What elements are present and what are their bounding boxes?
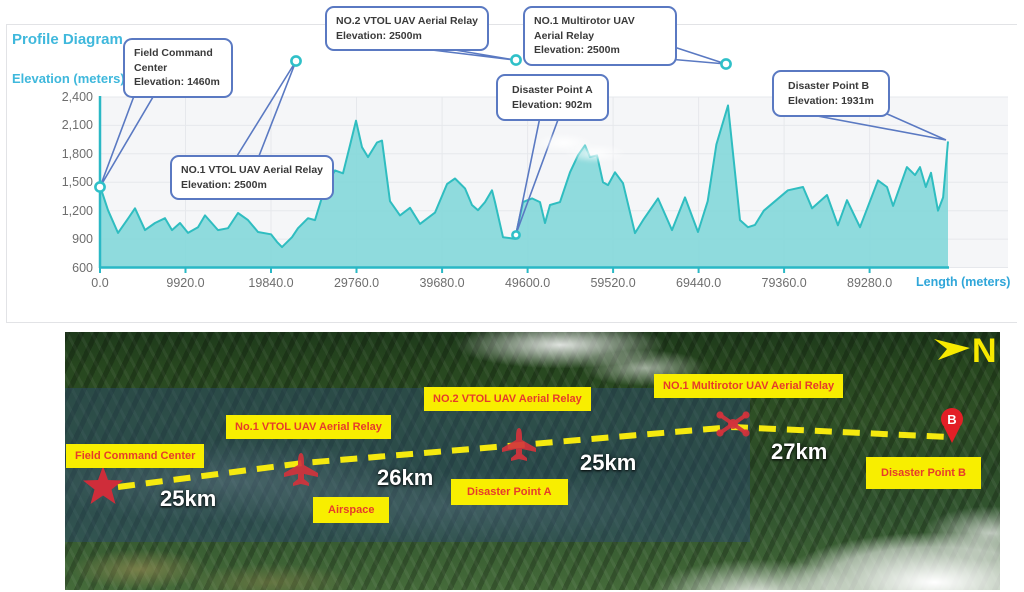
callout-field-command: Field Command Center Elevation: 1460m bbox=[123, 38, 233, 99]
callout-elevation: Elevation: 2500m bbox=[181, 178, 267, 191]
y-tick-label: 2,100 bbox=[61, 118, 93, 133]
callout-elevation: Elevation: 2500m bbox=[534, 44, 620, 57]
marker-disaster-a bbox=[511, 230, 521, 240]
callout-elevation: Elevation: 2500m bbox=[336, 29, 422, 42]
distance-label-4: 27km bbox=[771, 439, 828, 464]
callout-vtol1: NO.1 VTOL UAV Aerial Relay Elevation: 25… bbox=[170, 155, 334, 201]
x-axis-title: Length (meters) bbox=[916, 275, 1011, 289]
x-tick-label: 29760.0 bbox=[333, 276, 380, 290]
callout-title: Disaster Point A bbox=[512, 84, 593, 96]
plane-icon-vtol1 bbox=[284, 453, 318, 486]
marker-multirotor-relay bbox=[720, 58, 732, 70]
x-tick-marks bbox=[99, 268, 871, 273]
callout-title: Field Command Center bbox=[134, 47, 213, 74]
x-tick-label: 89280.0 bbox=[847, 276, 893, 290]
north-compass: N bbox=[934, 332, 997, 370]
map-label-airspace: Airspace bbox=[313, 497, 390, 523]
map-label-vtol2: NO.2 VTOL UAV Aerial Relay bbox=[424, 387, 591, 411]
distance-label-1: 25km bbox=[160, 486, 217, 511]
marker-vtol1-relay bbox=[290, 55, 302, 67]
callout-elevation: Elevation: 902m bbox=[512, 98, 592, 111]
x-tick-label: 69440.0 bbox=[676, 276, 722, 290]
north-arrow-icon bbox=[934, 339, 970, 360]
y-tick-label: 1,500 bbox=[61, 175, 93, 190]
x-tick-label: 79360.0 bbox=[761, 276, 807, 290]
elevation-area bbox=[100, 105, 948, 268]
map-label-multirotor: NO.1 Multirotor UAV Aerial Relay bbox=[654, 374, 844, 398]
chart-title: Profile Diagram bbox=[12, 31, 123, 48]
x-tick-label: 0.0 bbox=[91, 276, 109, 290]
plane-icon-vtol2 bbox=[502, 428, 536, 461]
callout-title: NO.1 VTOL UAV Aerial Relay bbox=[181, 164, 323, 176]
leader-vtol1 bbox=[236, 60, 297, 157]
north-label: N bbox=[972, 332, 997, 370]
y-tick-label: 600 bbox=[72, 260, 93, 275]
map-label-vtol1: No.1 VTOL UAV Aerial Relay bbox=[226, 415, 391, 439]
y-tick-label: 900 bbox=[72, 232, 93, 247]
callout-title: NO.1 Multirotor UAV Aerial Relay bbox=[534, 15, 635, 42]
callout-multirotor: NO.1 Multirotor UAV Aerial Relay Elevati… bbox=[523, 6, 677, 67]
star-marker-field-command bbox=[83, 466, 123, 504]
marker-vtol2-relay bbox=[510, 54, 522, 66]
callout-title: NO.2 VTOL UAV Aerial Relay bbox=[336, 15, 478, 27]
callout-elevation: Elevation: 1931m bbox=[788, 94, 874, 107]
pin-b-label: B bbox=[947, 412, 956, 427]
callout-disaster-b: Disaster Point B Elevation: 1931m bbox=[772, 70, 890, 118]
map-label-field-command: Field Command Center bbox=[66, 444, 205, 468]
x-tick-label: 19840.0 bbox=[248, 276, 294, 290]
x-tick-label: 59520.0 bbox=[590, 276, 636, 290]
elevation-line bbox=[99, 104, 949, 249]
callout-title: Disaster Point B bbox=[788, 80, 870, 92]
leader-disaster-b bbox=[811, 108, 947, 141]
leader-vtol2 bbox=[431, 49, 516, 61]
map-label-disaster-a: Disaster Point A bbox=[451, 479, 568, 505]
callout-elevation: Elevation: 1460m bbox=[134, 76, 220, 89]
map-label-disaster-b: Disaster Point B bbox=[866, 457, 981, 489]
y-axis-title: Elevation (meters) bbox=[12, 71, 125, 86]
y-tick-label: 1,800 bbox=[61, 146, 93, 161]
distance-label-2: 26km bbox=[377, 465, 434, 490]
callout-vtol2: NO.2 VTOL UAV Aerial Relay Elevation: 25… bbox=[325, 6, 489, 52]
y-tick-label: 2,400 bbox=[61, 90, 93, 104]
y-tick-label: 1,200 bbox=[61, 203, 93, 218]
x-tick-label: 39680.0 bbox=[419, 276, 465, 290]
pin-b-marker: B bbox=[941, 408, 963, 443]
anchor-markers bbox=[94, 54, 732, 240]
marker-field-command bbox=[94, 181, 106, 193]
callout-disaster-a: Disaster Point A Elevation: 902m bbox=[496, 74, 609, 122]
multirotor-icon bbox=[716, 411, 750, 437]
distance-label-3: 25km bbox=[580, 450, 637, 475]
x-tick-label: 49600.0 bbox=[504, 276, 551, 290]
satellite-map bbox=[65, 332, 1000, 590]
x-tick-label: 9920.0 bbox=[166, 276, 205, 290]
